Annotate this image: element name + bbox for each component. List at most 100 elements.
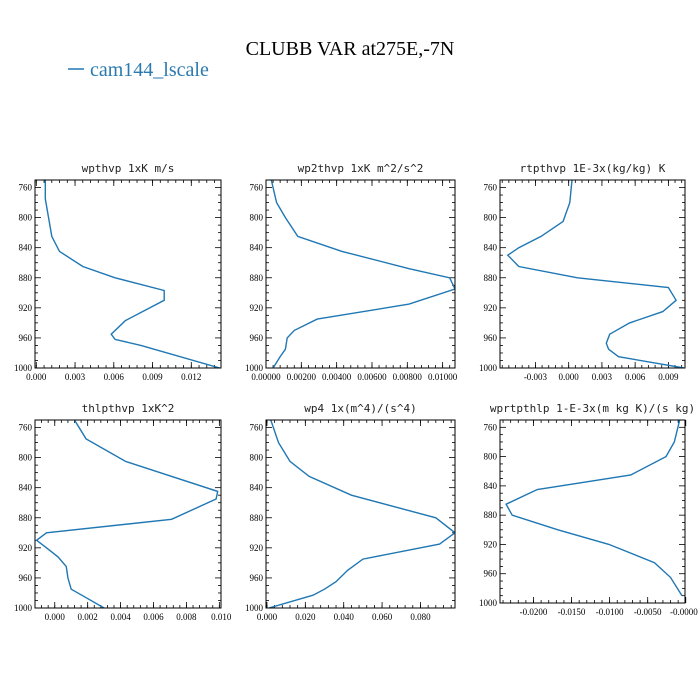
legend-label: cam144_lscale	[90, 59, 209, 81]
series-line	[44, 180, 220, 368]
x-tick-label: -0.0200	[520, 607, 548, 617]
y-tick-label: 960	[250, 573, 264, 583]
x-tick-label: 0.009	[142, 372, 163, 382]
x-tick-label: 0.00000	[251, 372, 281, 382]
plot-frame	[265, 179, 456, 369]
y-tick-label: 1000	[245, 603, 264, 613]
x-tick-label: 0.00400	[322, 372, 352, 382]
series-line	[268, 420, 455, 608]
x-tick-label: 0.000	[559, 372, 580, 382]
x-tick-label: 0.006	[143, 612, 164, 622]
y-tick-label: 960	[484, 569, 498, 579]
y-tick-label: 920	[484, 539, 498, 549]
x-tick-label: 0.040	[334, 612, 355, 622]
y-tick-label: 760	[250, 183, 264, 193]
y-tick-label: 920	[484, 303, 498, 313]
y-tick-label: 880	[250, 273, 264, 283]
panel-title: thlpthvp 1xK^2	[82, 402, 175, 415]
chart-panel-3: rtpthvp 1E-3x(kg/kg) K 760 800 840 880 920 960…	[479, 162, 686, 382]
x-tick-label: 0.01000	[428, 372, 458, 382]
y-tick-label: 840	[250, 243, 264, 253]
y-tick-label: 760	[19, 183, 33, 193]
x-tick-label: 0.004	[110, 612, 131, 622]
x-tick-label: 0.00800	[393, 372, 423, 382]
y-tick-label: 960	[484, 333, 498, 343]
x-tick-label: 0.060	[372, 612, 393, 622]
x-tick-label: -0.0100	[596, 607, 624, 617]
chart-panel-4: thlpthvp 1xK^2 760 800 840 880 920 960 1000 0.00…	[14, 402, 232, 622]
plot-frame	[499, 179, 686, 369]
x-tick-label: 0.010	[211, 612, 232, 622]
x-tick-label: 0.002	[78, 612, 98, 622]
y-tick-label: 920	[250, 543, 264, 553]
x-tick-label: 0.00600	[357, 372, 387, 382]
series-line	[505, 420, 683, 597]
y-tick-label: 840	[484, 481, 498, 491]
plot-frame	[499, 419, 686, 604]
x-tick-label: 0.020	[295, 612, 316, 622]
y-tick-label: 840	[19, 483, 33, 493]
x-tick-label: 0.080	[410, 612, 431, 622]
x-tick-label: 0.006	[625, 372, 646, 382]
x-tick-label: -0.003	[524, 372, 548, 382]
y-tick-label: 1000	[14, 363, 33, 373]
y-tick-label: 760	[484, 422, 498, 432]
y-tick-label: 1000	[479, 598, 498, 608]
y-tick-label: 800	[484, 213, 498, 223]
series-line	[270, 180, 455, 368]
y-tick-label: 880	[484, 273, 498, 283]
chart-panel-6: wprtpthlp 1-E-3x(m kg K)/(s kg) 760 800 840…	[479, 402, 698, 617]
x-tick-label: 0.000	[45, 612, 66, 622]
series-line	[506, 180, 685, 368]
x-tick-label: -0.0050	[634, 607, 662, 617]
y-tick-label: 880	[250, 513, 264, 523]
plot-frame	[34, 179, 222, 369]
y-tick-label: 920	[19, 303, 33, 313]
y-tick-label: 760	[250, 423, 264, 433]
x-tick-label: 0.009	[658, 372, 679, 382]
chart-panels: wpthvp 1xK m/s76080084088092096010000.00…	[14, 162, 698, 622]
y-tick-label: 840	[250, 483, 264, 493]
panel-title: wprtpthlp 1-E-3x(m kg K)/(s kg)	[490, 402, 695, 415]
chart-panel-1: wpthvp 1xK m/s76080084088092096010000.00…	[14, 162, 222, 382]
y-tick-label: 880	[19, 273, 33, 283]
panel-title: wp4 1x(m^4)/(s^4)	[304, 402, 417, 415]
panel-title: wpthvp 1xK m/s	[82, 162, 175, 175]
x-tick-label: -0.0150	[558, 607, 586, 617]
y-tick-label: 880	[484, 510, 498, 520]
y-tick-label: 800	[19, 453, 33, 463]
plot-frame	[34, 419, 222, 609]
series-line	[35, 420, 219, 608]
x-tick-label: -0.0000	[670, 607, 698, 617]
y-tick-label: 920	[250, 303, 264, 313]
panel-title: rtpthvp 1E-3x(kg/kg) K	[520, 162, 666, 175]
figure-title: CLUBB VAR at275E,-7N	[246, 38, 455, 60]
chart-panel-2: wp2thvp 1xK m^2/s^2 760 800 840 880 920 960 100…	[245, 162, 458, 382]
x-tick-label: 0.008	[176, 612, 197, 622]
y-tick-label: 760	[484, 183, 498, 193]
x-tick-label: 0.000	[257, 612, 278, 622]
x-tick-label: 0.000	[26, 372, 47, 382]
chart-panel-5: wp4 1x(m^4)/(s^4)76080084088092096010000…	[245, 402, 456, 622]
x-tick-label: 0.006	[104, 372, 125, 382]
figure-legend: cam144_lscale	[68, 59, 209, 81]
y-tick-label: 960	[19, 573, 33, 583]
y-tick-label: 1000	[245, 363, 264, 373]
y-tick-label: 880	[19, 513, 33, 523]
y-tick-label: 800	[250, 453, 264, 463]
y-tick-label: 800	[484, 452, 498, 462]
y-tick-label: 840	[484, 243, 498, 253]
x-tick-label: 0.00200	[287, 372, 317, 382]
y-tick-label: 960	[250, 333, 264, 343]
plot-frame	[265, 419, 456, 609]
y-tick-label: 920	[19, 543, 33, 553]
y-tick-label: 1000	[479, 363, 498, 373]
x-tick-label: 0.003	[592, 372, 613, 382]
x-tick-label: 0.012	[181, 372, 201, 382]
y-tick-label: 1000	[14, 603, 33, 613]
x-tick-label: 0.003	[65, 372, 86, 382]
y-tick-label: 960	[19, 333, 33, 343]
y-tick-label: 800	[19, 213, 33, 223]
y-tick-label: 800	[250, 213, 264, 223]
